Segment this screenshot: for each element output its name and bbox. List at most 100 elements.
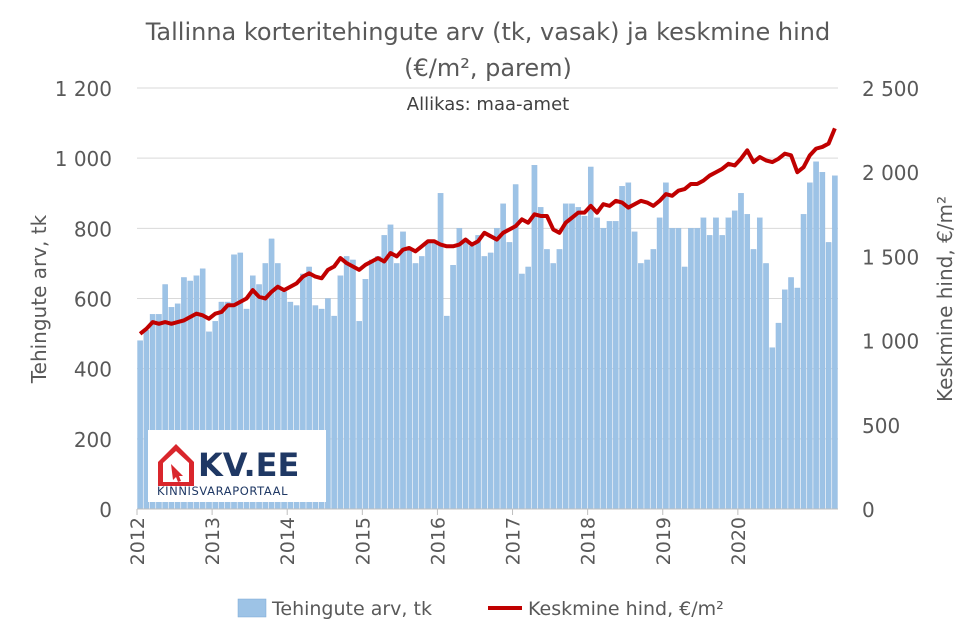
- bar: [807, 182, 813, 510]
- bar: [832, 175, 838, 510]
- x-tick-label: 2018: [578, 517, 600, 565]
- x-axis-ticks: 2012 2013 2014 2015 2016 2017 2018 2019 2020: [127, 509, 750, 565]
- bar: [706, 235, 713, 510]
- bar: [744, 214, 751, 510]
- bar: [450, 265, 456, 510]
- y-axis-right-ticks: 0 500 1 000 1 500 2 000 2 500: [862, 77, 919, 522]
- bar: [694, 228, 700, 510]
- x-tick-label: 2019: [653, 517, 675, 565]
- bar: [325, 298, 331, 510]
- bar: [537, 207, 544, 510]
- chart-subtitle: Allikas: maa-amet: [407, 94, 569, 115]
- bar: [750, 249, 757, 510]
- bar: [519, 273, 525, 510]
- bar: [437, 193, 444, 510]
- bar: [763, 263, 769, 510]
- bar: [550, 263, 556, 510]
- bar: [782, 289, 788, 510]
- bar: [825, 242, 832, 510]
- bar: [381, 235, 388, 510]
- bar: [387, 224, 394, 510]
- bar: [412, 263, 419, 510]
- bar: [775, 322, 782, 510]
- bar: [613, 221, 619, 510]
- bar: [337, 275, 344, 510]
- bar: [656, 217, 663, 510]
- bar: [675, 228, 682, 510]
- bar: [731, 210, 738, 510]
- y-tick-left-label: 600: [74, 288, 112, 312]
- bar: [331, 315, 337, 510]
- bar: [475, 235, 481, 510]
- bar: [431, 242, 438, 510]
- bar: [544, 249, 550, 510]
- bar: [650, 249, 657, 510]
- bar: [356, 321, 362, 510]
- bar: [462, 238, 469, 510]
- bar: [368, 259, 375, 510]
- price-line: [138, 127, 837, 336]
- bar: [688, 228, 694, 510]
- x-tick-label: 2014: [277, 517, 299, 565]
- logo-tagline: KINNISVARAPORTAAL: [157, 484, 288, 498]
- legend-bar-swatch: [237, 598, 267, 618]
- bar: [800, 214, 807, 510]
- bar: [819, 172, 826, 510]
- y-tick-right-label: 0: [862, 498, 875, 522]
- bar: [556, 249, 563, 510]
- x-tick-label: 2017: [503, 517, 525, 565]
- bar: [638, 263, 644, 510]
- bar: [512, 184, 519, 510]
- bar: [813, 161, 819, 510]
- line-series: [138, 127, 837, 336]
- bar: [644, 259, 650, 510]
- bar: [425, 242, 431, 510]
- bar: [725, 217, 732, 510]
- bar: [606, 221, 613, 510]
- logo-name: KV.EE: [198, 446, 299, 484]
- bar: [719, 235, 725, 510]
- kv-ee-logo: KV.EE KINNISVARAPORTAAL: [148, 430, 326, 502]
- bar: [444, 315, 450, 510]
- bar: [406, 249, 413, 510]
- bar: [587, 166, 594, 510]
- bar: [350, 259, 356, 510]
- bar: [137, 340, 143, 510]
- bar: [681, 266, 688, 510]
- y-tick-right-label: 1 000: [862, 330, 919, 354]
- bar: [343, 256, 350, 510]
- bar: [663, 182, 669, 510]
- bar: [487, 252, 494, 510]
- bar: [562, 203, 569, 510]
- bar: [738, 193, 744, 510]
- y-tick-left-label: 1 000: [55, 147, 112, 171]
- bar: [700, 217, 707, 510]
- x-tick-label: 2012: [127, 517, 149, 565]
- bar: [794, 287, 801, 510]
- bar: [788, 277, 794, 510]
- x-tick-label: 2013: [202, 517, 224, 565]
- y-axis-left-ticks: 0 200 400 600 800 1 000 1 200: [55, 77, 112, 522]
- chart-title-line1: Tallinna korteritehingute arv (tk, vasak…: [145, 18, 831, 46]
- bar: [756, 217, 763, 510]
- y-tick-right-label: 500: [862, 414, 900, 438]
- bar: [569, 203, 575, 510]
- bar: [625, 182, 632, 510]
- y-tick-right-label: 2 500: [862, 77, 919, 101]
- bar: [581, 215, 588, 510]
- bar: [594, 217, 600, 510]
- legend: Tehingute arv, tk Keskmine hind, €/m²: [237, 598, 724, 620]
- bar: [494, 228, 500, 510]
- y-axis-left-label: Tehingute arv, tk: [27, 214, 51, 384]
- bar: [456, 228, 463, 510]
- bar: [713, 217, 719, 510]
- chart-title-line2: (€/m², parem): [404, 54, 572, 82]
- y-tick-right-label: 2 000: [862, 161, 919, 185]
- bar: [393, 263, 400, 510]
- bar: [500, 203, 506, 510]
- bar: [669, 228, 675, 510]
- bar: [525, 266, 531, 510]
- x-tick-label: 2020: [728, 517, 750, 565]
